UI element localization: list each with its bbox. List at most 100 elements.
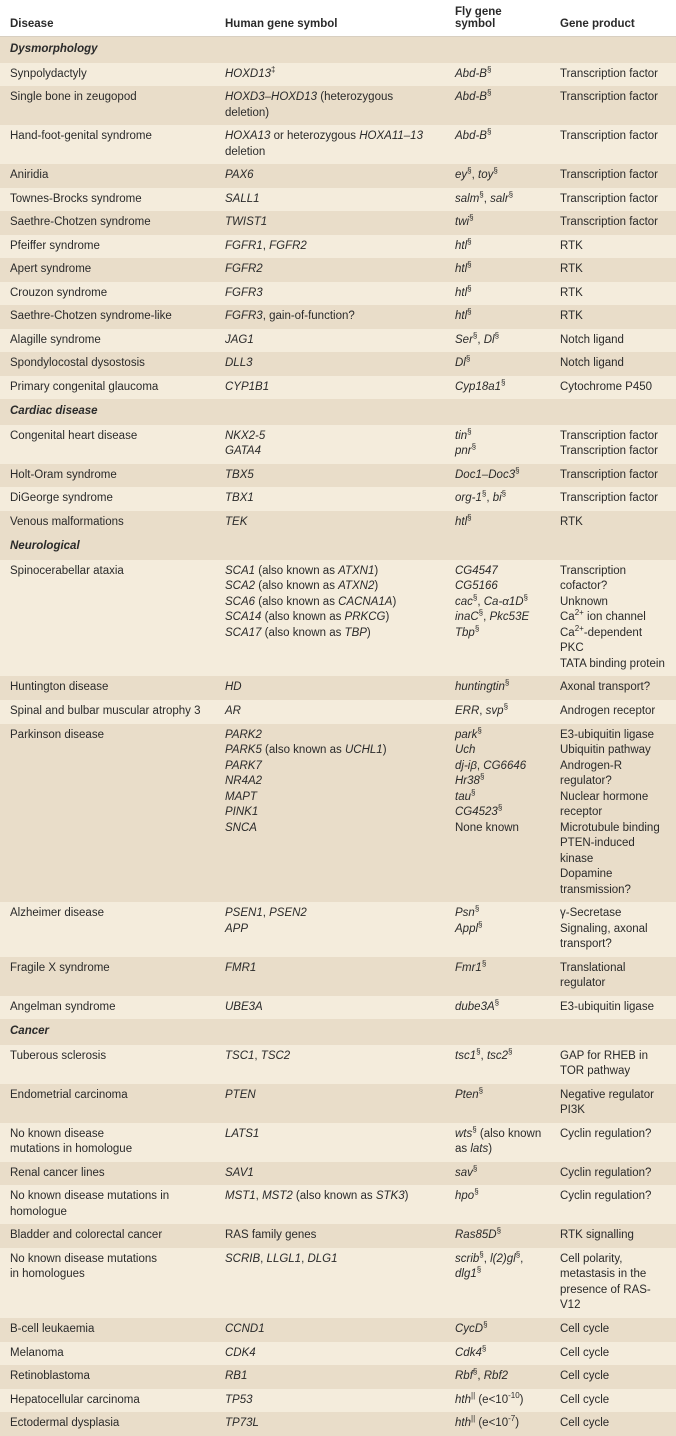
cell-human-gene: LATS1: [215, 1123, 445, 1162]
table-row: Spondylocostal dysostosisDLL3Dl§Notch li…: [0, 352, 676, 376]
cell-fly-gene: Psn§Appl§: [445, 902, 550, 957]
col-human-gene: Human gene symbol: [215, 0, 445, 37]
cell-disease: Saethre-Chotzen syndrome: [0, 211, 215, 235]
cell-human-gene: HD: [215, 676, 445, 700]
cell-fly-gene: sav§: [445, 1162, 550, 1186]
table-row: Venous malformationsTEKhtl§RTK: [0, 511, 676, 535]
cell-gene-product: RTK: [550, 258, 676, 282]
table-row: Saethre-Chotzen syndromeTWIST1twi§Transc…: [0, 211, 676, 235]
cell-gene-product: E3-ubiquitin ligaseUbiquitin pathwayAndr…: [550, 724, 676, 903]
cell-fly-gene: Cdk4§: [445, 1342, 550, 1366]
cell-gene-product: Cyclin regulation?: [550, 1162, 676, 1186]
cell-human-gene: TEK: [215, 511, 445, 535]
table-row: B-cell leukaemiaCCND1CycD§Cell cycle: [0, 1318, 676, 1342]
cell-fly-gene: tsc1§, tsc2§: [445, 1045, 550, 1084]
cell-fly-gene: Abd-B§: [445, 125, 550, 164]
cell-fly-gene: scrib§, l(2)gl§, dlg1§: [445, 1248, 550, 1318]
cell-gene-product: Cell cycle: [550, 1412, 676, 1436]
cell-human-gene: PTEN: [215, 1084, 445, 1123]
table-row: Parkinson diseasePARK2PARK5 (also known …: [0, 724, 676, 903]
cell-fly-gene: htl§: [445, 258, 550, 282]
cell-disease: Hand-foot-genital syndrome: [0, 125, 215, 164]
cell-fly-gene: wts§ (also knownas lats): [445, 1123, 550, 1162]
cell-disease: Tuberous sclerosis: [0, 1045, 215, 1084]
table-row: Huntington diseaseHDhuntingtin§Axonal tr…: [0, 676, 676, 700]
cell-disease: Hepatocellular carcinoma: [0, 1389, 215, 1413]
cell-human-gene: FGFR3: [215, 282, 445, 306]
cell-fly-gene: tin§pnr§: [445, 425, 550, 464]
cell-human-gene: PSEN1, PSEN2APP: [215, 902, 445, 957]
cell-gene-product: Cyclin regulation?: [550, 1123, 676, 1162]
cell-gene-product: RTK: [550, 511, 676, 535]
cell-gene-product: Transcription factorTranscription factor: [550, 425, 676, 464]
cell-human-gene: HOXD13‡: [215, 63, 445, 87]
cell-disease: Parkinson disease: [0, 724, 215, 903]
cell-disease: Saethre-Chotzen syndrome-like: [0, 305, 215, 329]
table-row: Ectodermal dysplasiaTP73Lhth|| (e<10-7)C…: [0, 1412, 676, 1436]
cell-disease: Alzheimer disease: [0, 902, 215, 957]
cell-disease: DiGeorge syndrome: [0, 487, 215, 511]
cell-human-gene: TSC1, TSC2: [215, 1045, 445, 1084]
cell-fly-gene: salm§, salr§: [445, 188, 550, 212]
table-row: Hand-foot-genital syndromeHOXA13 or hete…: [0, 125, 676, 164]
category-row: Neurological: [0, 534, 676, 560]
cell-fly-gene: Pten§: [445, 1084, 550, 1123]
cell-gene-product: Transcription factor: [550, 86, 676, 125]
cell-fly-gene: CycD§: [445, 1318, 550, 1342]
cell-gene-product: Transcription factor: [550, 487, 676, 511]
table-row: Bladder and colorectal cancerRAS family …: [0, 1224, 676, 1248]
table-row: MelanomaCDK4Cdk4§Cell cycle: [0, 1342, 676, 1366]
cell-disease: Alagille syndrome: [0, 329, 215, 353]
cell-fly-gene: htl§: [445, 235, 550, 259]
cell-fly-gene: twi§: [445, 211, 550, 235]
cell-human-gene: TWIST1: [215, 211, 445, 235]
cell-disease: Angelman syndrome: [0, 996, 215, 1020]
table-row: Townes-Brocks syndromeSALL1salm§, salr§T…: [0, 188, 676, 212]
category-title: Neurological: [0, 534, 676, 560]
cell-human-gene: TP73L: [215, 1412, 445, 1436]
cell-fly-gene: CG4547CG5166cac§, Ca-α1D§inaC§, Pkc53ETb…: [445, 560, 550, 677]
cell-human-gene: SAV1: [215, 1162, 445, 1186]
table-row: Apert syndromeFGFR2htl§RTK: [0, 258, 676, 282]
cell-gene-product: Transcription factor: [550, 464, 676, 488]
cell-disease: Crouzon syndrome: [0, 282, 215, 306]
cell-fly-gene: park§Uchdj-iβ, CG6646Hr38§tau§CG4523§Non…: [445, 724, 550, 903]
cell-gene-product: Transcription factor: [550, 63, 676, 87]
table-row: Congenital heart diseaseNKX2-5GATA4tin§p…: [0, 425, 676, 464]
cell-fly-gene: hth|| (e<10-7): [445, 1412, 550, 1436]
cell-human-gene: MST1, MST2 (also known as STK3): [215, 1185, 445, 1224]
cell-gene-product: Cell polarity, metastasis in the presenc…: [550, 1248, 676, 1318]
table-row: Spinal and bulbar muscular atrophy 3ARER…: [0, 700, 676, 724]
cell-fly-gene: hth|| (e<10-10): [445, 1389, 550, 1413]
table-row: RetinoblastomaRB1Rbf§, Rbf2Cell cycle: [0, 1365, 676, 1389]
table-row: Pfeiffer syndromeFGFR1, FGFR2htl§RTK: [0, 235, 676, 259]
cell-gene-product: Cyclin regulation?: [550, 1185, 676, 1224]
table-row: Endometrial carcinomaPTENPten§Negative r…: [0, 1084, 676, 1123]
cell-fly-gene: Ras85D§: [445, 1224, 550, 1248]
cell-disease: Spinal and bulbar muscular atrophy 3: [0, 700, 215, 724]
cell-fly-gene: hpo§: [445, 1185, 550, 1224]
cell-fly-gene: ERR, svp§: [445, 700, 550, 724]
cell-fly-gene: Fmr1§: [445, 957, 550, 996]
cell-human-gene: PAX6: [215, 164, 445, 188]
cell-human-gene: FGFR3, gain-of-function?: [215, 305, 445, 329]
cell-disease: Spondylocostal dysostosis: [0, 352, 215, 376]
cell-human-gene: SCA1 (also known as ATXN1)SCA2 (also kno…: [215, 560, 445, 677]
table-row: Fragile X syndromeFMR1Fmr1§Translational…: [0, 957, 676, 996]
cell-disease: Ectodermal dysplasia: [0, 1412, 215, 1436]
cell-gene-product: Notch ligand: [550, 352, 676, 376]
table-row: Single bone in zeugopodHOXD3–HOXD13 (het…: [0, 86, 676, 125]
category-title: Cardiac disease: [0, 399, 676, 425]
cell-disease: Primary congenital glaucoma: [0, 376, 215, 400]
cell-disease: Synpolydactyly: [0, 63, 215, 87]
cell-gene-product: RTK: [550, 235, 676, 259]
cell-disease: Townes-Brocks syndrome: [0, 188, 215, 212]
cell-fly-gene: Ser§, Dl§: [445, 329, 550, 353]
table-row: AniridiaPAX6ey§, toy§Transcription facto…: [0, 164, 676, 188]
table-row: Renal cancer linesSAV1sav§Cyclin regulat…: [0, 1162, 676, 1186]
col-disease: Disease: [0, 0, 215, 37]
table-row: Holt-Oram syndromeTBX5Doc1–Doc3§Transcri…: [0, 464, 676, 488]
table-row: SynpolydactylyHOXD13‡Abd-B§Transcription…: [0, 63, 676, 87]
cell-gene-product: Transcription factor: [550, 125, 676, 164]
table-row: DiGeorge syndromeTBX1org-1§, bi§Transcri…: [0, 487, 676, 511]
